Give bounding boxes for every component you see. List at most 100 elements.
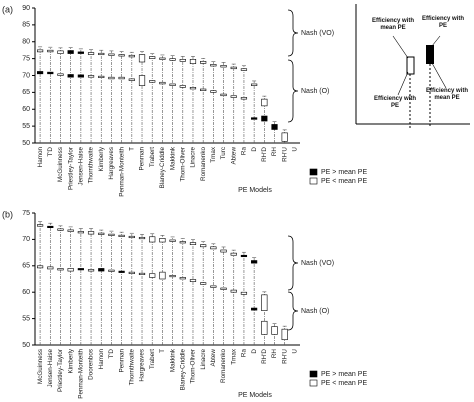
series-annotation: Nash (O) xyxy=(301,308,329,315)
range-bar xyxy=(67,74,74,78)
x-tick-label: RH'U xyxy=(281,147,288,162)
range-bar xyxy=(149,56,156,59)
range-bar xyxy=(240,97,248,100)
range-bar xyxy=(108,233,115,236)
x-tick-label: Tmax xyxy=(210,146,217,163)
x-tick-label: U xyxy=(292,349,299,354)
y-tick-label: 50 xyxy=(22,140,30,147)
x-tick-label: Doorenbos xyxy=(88,349,95,380)
range-bar xyxy=(36,49,44,53)
x-tick-label: Penman xyxy=(139,147,146,171)
x-tick-label: Trabert xyxy=(149,147,156,167)
range-bar xyxy=(77,231,84,234)
range-bar xyxy=(67,50,74,54)
inset-pointer xyxy=(431,35,441,47)
legend-label: PE < mean PE xyxy=(321,178,367,185)
x-tick-label: Makkink xyxy=(169,146,176,170)
x-tick-label: Abtew xyxy=(230,147,237,165)
range-bar xyxy=(118,54,125,57)
range-bar xyxy=(240,291,248,295)
x-tick-label: Thornthwaite xyxy=(88,147,95,184)
range-bar xyxy=(128,54,135,58)
range-bar xyxy=(230,252,237,256)
range-bar xyxy=(149,80,156,83)
range-bar xyxy=(57,73,64,76)
range-bar xyxy=(57,228,64,231)
legend-swatch xyxy=(309,379,318,387)
x-tick-label: Abtew xyxy=(210,349,217,367)
x-tick-label: T'D xyxy=(108,349,115,359)
range-bar xyxy=(271,124,278,130)
range-bar xyxy=(189,58,197,64)
legend-label: PE > mean PE xyxy=(321,371,367,378)
inset-pointer xyxy=(392,35,409,59)
range-bar xyxy=(240,254,248,258)
range-bar xyxy=(281,132,288,142)
x-tick-label: Makkink xyxy=(169,348,176,372)
range-bar xyxy=(67,229,74,232)
range-bar xyxy=(118,234,125,237)
x-tick-label: Linacre xyxy=(190,147,197,168)
x-tick-label: Trabert xyxy=(149,349,156,369)
range-bar xyxy=(200,88,207,91)
range-bar xyxy=(251,260,258,264)
x-tick-label: Blaney-Criddle xyxy=(179,349,186,391)
range-bar xyxy=(118,76,125,80)
range-bar xyxy=(128,271,135,274)
y-tick-label: 55 xyxy=(22,123,30,130)
range-bar xyxy=(281,328,288,341)
x-tick-label: Hargreaves xyxy=(108,147,115,180)
x-tick-label: RH'D xyxy=(261,147,268,162)
inset-label: Efficiency with PE xyxy=(421,16,464,29)
x-tick-label: Hamon xyxy=(37,147,44,168)
range-bar xyxy=(87,269,95,272)
legend-swatch xyxy=(309,168,318,176)
range-bar xyxy=(261,115,268,122)
range-bar xyxy=(220,249,227,253)
range-bar xyxy=(87,75,95,78)
x-tick-label: Tmax xyxy=(230,348,237,365)
series-annotation: Nash (VO) xyxy=(301,30,334,37)
range-bar xyxy=(98,75,105,78)
y-tick-label: 90 xyxy=(22,5,30,12)
x-tick-label: Hamon xyxy=(98,349,105,370)
x-tick-label: Thornthwaite xyxy=(128,349,135,386)
range-bar xyxy=(108,76,115,80)
y-tick-label: 70 xyxy=(22,236,30,243)
range-bar xyxy=(179,277,186,280)
range-bar xyxy=(47,71,54,75)
brace xyxy=(287,235,299,291)
y-tick-label: 75 xyxy=(22,210,30,217)
range-bar xyxy=(220,287,227,290)
x-tick-label: Romanenko xyxy=(220,349,227,383)
y-tick-label: 65 xyxy=(22,263,30,270)
x-tick-label: Kimberly xyxy=(67,348,74,373)
x-tick-label: T'D xyxy=(47,147,54,157)
x-tick-label: Jensen-Haise xyxy=(47,349,54,388)
range-bar xyxy=(98,232,105,235)
range-bar xyxy=(251,83,258,86)
x-tick-label: Turc xyxy=(220,147,227,159)
x-tick-label: Penman-Monteith xyxy=(78,349,85,399)
inset-diagram xyxy=(355,4,470,128)
x-tick-label: Hargreaves xyxy=(139,349,146,382)
y-tick-label: 75 xyxy=(22,55,30,62)
x-tick-label: RH'U xyxy=(281,349,288,364)
range-bar xyxy=(36,265,44,269)
range-bar xyxy=(179,241,186,244)
range-bar xyxy=(159,271,166,280)
range-bar xyxy=(77,51,84,54)
range-bar xyxy=(98,268,105,272)
range-bar xyxy=(169,275,176,278)
x-axis-title: PE Models xyxy=(238,392,272,399)
inset-pointer xyxy=(431,62,447,89)
range-bar xyxy=(169,58,176,61)
series-annotation: Nash (O) xyxy=(301,88,329,95)
range-bar xyxy=(138,272,146,275)
range-bar xyxy=(108,269,115,272)
range-bar xyxy=(189,242,197,245)
y-tick-label: 85 xyxy=(22,22,30,29)
range-bar xyxy=(77,268,84,271)
x-tick-label: Thom-Oliver xyxy=(190,349,197,384)
